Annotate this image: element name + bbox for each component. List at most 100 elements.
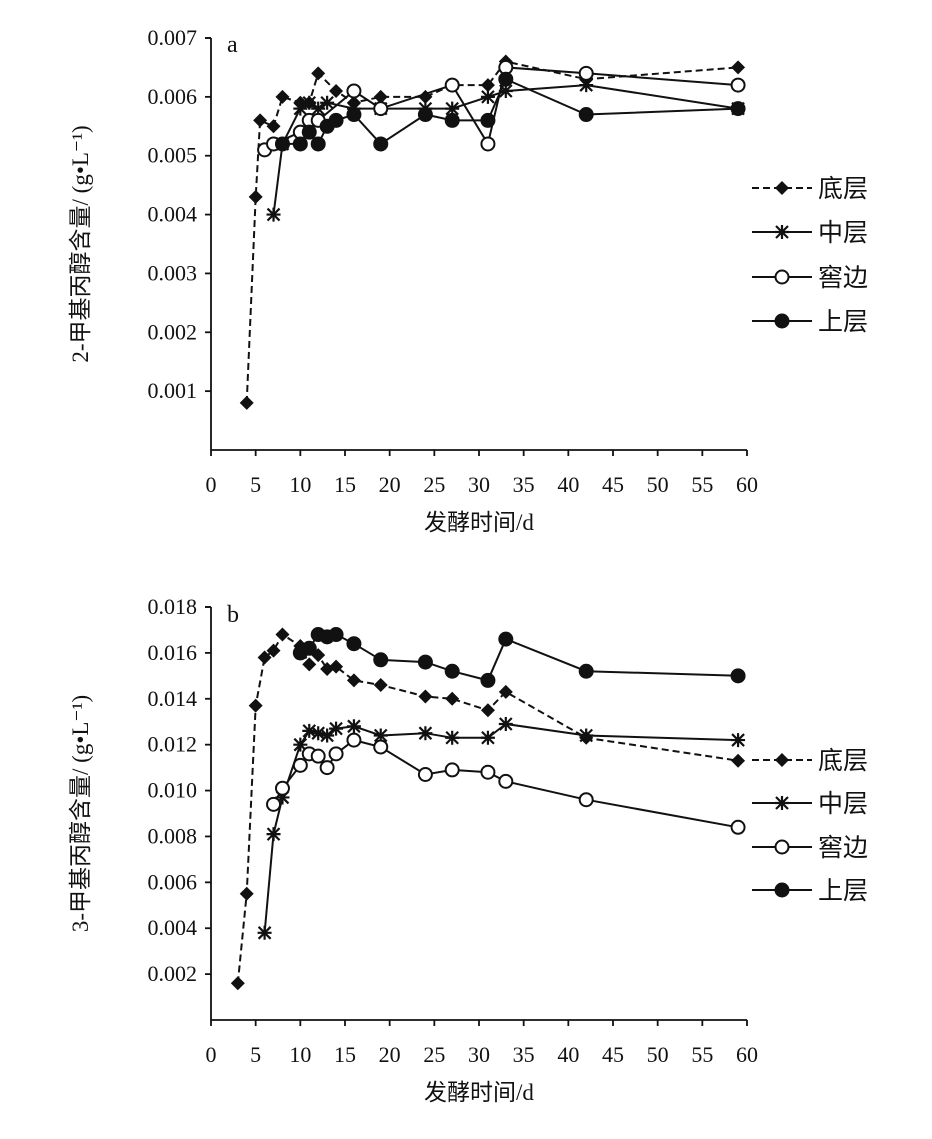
- series-3: [292, 627, 746, 688]
- data-point: [730, 77, 746, 93]
- data-point: [480, 730, 495, 745]
- data-point: [730, 819, 746, 835]
- data-point: [498, 717, 513, 732]
- x-tick-label: 0: [206, 472, 217, 497]
- data-point: [445, 730, 460, 745]
- data-point: [320, 95, 335, 110]
- y-tick-label: 0.012: [148, 732, 198, 757]
- y-tick-label: 0.001: [148, 378, 198, 403]
- data-point: [578, 792, 594, 808]
- legend-marker: [774, 313, 790, 329]
- data-point: [292, 136, 308, 152]
- data-point: [311, 66, 326, 81]
- legend-label: 上层: [818, 877, 868, 905]
- data-point: [293, 737, 308, 752]
- legend-marker: [774, 269, 790, 285]
- chart-panel-b: 0.002 0.004 0.006 0.008 0.010 0.012 0.014 0.016…: [68, 594, 868, 1105]
- data-point: [578, 663, 594, 679]
- legend-marker: [775, 225, 789, 239]
- x-tick-label: 30: [468, 1042, 490, 1067]
- x-tick-label: 20: [379, 472, 401, 497]
- series-line: [245, 60, 739, 403]
- y-tick-label: 0.003: [148, 260, 198, 285]
- y-tick-label: 0.004: [148, 915, 198, 940]
- legend-item: 底层: [752, 175, 868, 203]
- data-point: [346, 732, 362, 748]
- data-point: [417, 654, 433, 670]
- panel-label: b: [227, 602, 239, 628]
- data-point: [480, 764, 496, 780]
- data-point: [275, 627, 290, 642]
- legend-marker: [775, 753, 789, 767]
- data-point: [578, 65, 594, 81]
- x-tick-label: 40: [557, 472, 579, 497]
- x-tick-label: 25: [423, 1042, 445, 1067]
- data-point: [328, 746, 344, 762]
- panel-label: a: [227, 32, 238, 58]
- y-tick-label: 0.002: [148, 961, 198, 986]
- legend-item: 底层: [752, 747, 868, 775]
- data-point: [293, 101, 308, 116]
- data-point: [418, 726, 433, 741]
- series-0: [239, 54, 746, 410]
- data-point: [480, 78, 495, 93]
- y-tick-label: 0.005: [148, 143, 198, 168]
- chart-panel-a: 0.001 0.002 0.003 0.004 0.005 0.006 0.007 0 5 10 1…: [68, 25, 868, 535]
- x-tick-label: 15: [334, 1042, 356, 1067]
- data-point: [498, 71, 514, 87]
- y-tick-label: 0.014: [148, 686, 198, 711]
- series-line: [272, 84, 739, 215]
- legend-item: 上层: [752, 308, 868, 336]
- series-1: [266, 78, 746, 222]
- data-point: [253, 113, 268, 128]
- data-point: [275, 790, 290, 805]
- x-tick-label: 35: [513, 472, 535, 497]
- data-point: [292, 757, 308, 773]
- series-2: [266, 732, 746, 835]
- data-point: [346, 107, 362, 123]
- data-point: [275, 89, 290, 104]
- legend-label: 窖边: [818, 834, 868, 862]
- legend-item: 窖边: [752, 264, 868, 292]
- data-point: [480, 136, 496, 152]
- data-point: [373, 652, 389, 668]
- series-line: [263, 722, 739, 933]
- data-point: [480, 112, 496, 128]
- legend-item: 中层: [752, 790, 868, 818]
- data-point: [320, 728, 335, 743]
- data-point: [301, 640, 317, 656]
- data-point: [257, 925, 272, 940]
- data-point: [731, 60, 746, 75]
- data-point: [498, 83, 513, 98]
- data-point: [579, 78, 594, 93]
- x-tick-label: 50: [647, 1042, 669, 1067]
- data-point: [319, 760, 335, 776]
- data-point: [731, 733, 746, 748]
- legend-label: 上层: [818, 308, 868, 336]
- data-point: [417, 766, 433, 782]
- legend-label: 中层: [818, 790, 868, 818]
- data-point: [444, 112, 460, 128]
- data-point: [266, 643, 281, 658]
- legend-marker: [775, 796, 789, 810]
- legend-label: 中层: [818, 219, 868, 247]
- legend-item: 上层: [752, 877, 868, 905]
- data-point: [248, 189, 263, 204]
- legend-marker: [775, 181, 789, 195]
- data-point: [257, 650, 272, 665]
- y-tick-label: 0.007: [148, 25, 198, 50]
- data-point: [266, 827, 281, 842]
- legend-marker: [774, 882, 790, 898]
- data-point: [266, 796, 282, 812]
- data-point: [230, 976, 245, 991]
- data-point: [418, 689, 433, 704]
- y-tick-label: 0.010: [148, 778, 198, 803]
- legend-marker: [774, 839, 790, 855]
- data-point: [417, 107, 433, 123]
- legend-label: 窖边: [818, 264, 868, 292]
- data-point: [480, 672, 496, 688]
- data-point: [329, 83, 344, 98]
- series-1: [257, 717, 746, 940]
- x-tick-label: 55: [691, 472, 713, 497]
